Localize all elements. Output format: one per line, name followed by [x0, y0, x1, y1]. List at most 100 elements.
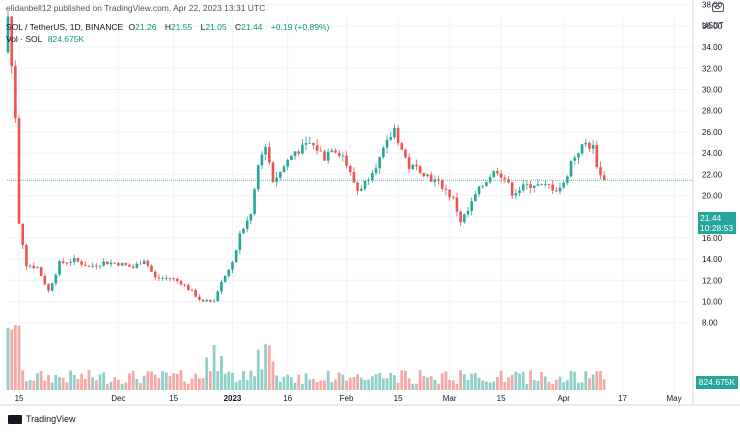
candle-body	[529, 184, 532, 189]
volume-bar	[39, 371, 43, 390]
candle-body	[256, 165, 260, 190]
candle-body	[518, 190, 521, 194]
candle-body	[183, 284, 186, 286]
candle-body	[106, 261, 109, 265]
candle-body	[194, 290, 197, 297]
candle-body	[374, 168, 378, 173]
candle-body	[359, 188, 363, 191]
candle-body	[459, 211, 462, 223]
candle-body	[477, 186, 481, 195]
candle-body	[216, 291, 220, 302]
volume-bar	[503, 381, 507, 390]
volume-bar	[43, 380, 47, 390]
volume-badge: 824.675K	[696, 376, 738, 389]
volume-bar	[404, 370, 407, 390]
candle-body	[488, 177, 492, 183]
candle-body	[536, 184, 540, 186]
volume-bar	[61, 377, 65, 390]
volume-bar	[65, 382, 69, 390]
volume-bar	[256, 349, 260, 390]
candle-body	[220, 281, 223, 292]
candle-body	[164, 277, 168, 279]
volume-bar	[341, 374, 345, 390]
close-value: 21.44	[241, 22, 263, 32]
volume-bar	[113, 377, 117, 390]
volume-bar	[249, 370, 253, 390]
candle-body	[253, 189, 256, 215]
volume-bar	[359, 377, 363, 390]
camera-icon[interactable]	[712, 3, 724, 12]
volume-bar	[374, 374, 378, 390]
candle-body	[242, 228, 245, 234]
candle-body	[139, 263, 142, 265]
volume-bar	[212, 344, 216, 390]
candle-body	[135, 263, 139, 268]
volume-bar	[485, 381, 488, 390]
volume-label: Vol · SOL	[6, 34, 43, 44]
volume-bar	[588, 378, 591, 390]
candle-body	[260, 154, 264, 166]
volume-bar	[28, 380, 32, 390]
time-tick-label: Apr	[557, 394, 570, 403]
candle-body	[396, 128, 400, 144]
price-tick-label: 14.00	[702, 255, 723, 264]
candle-body	[179, 280, 183, 285]
volume-bar	[36, 373, 39, 390]
candle-body	[591, 145, 595, 149]
candle-body	[58, 261, 61, 275]
time-tick-label: Feb	[340, 394, 354, 403]
price-unit: USDT	[702, 21, 724, 30]
candle-body	[231, 262, 234, 270]
candle-body	[297, 151, 301, 154]
candle-body	[341, 155, 345, 157]
candle-body	[69, 262, 72, 263]
candle-body	[492, 171, 496, 178]
time-tick-label: 15	[497, 394, 506, 403]
volume-bar	[363, 380, 367, 390]
footer-brand[interactable]: TradingView	[8, 414, 76, 424]
volume-bar	[577, 382, 580, 390]
candle-body	[61, 261, 65, 263]
candle-body	[510, 182, 514, 196]
volume-bar	[117, 379, 120, 390]
candle-body	[301, 144, 304, 154]
candle-body	[153, 271, 157, 278]
volume-bar	[477, 377, 481, 390]
volume-bar	[264, 344, 267, 390]
candle-body	[168, 277, 172, 279]
volume-bar	[278, 381, 282, 390]
volume-bar	[179, 370, 183, 390]
candle-body	[267, 146, 271, 163]
candle-body	[521, 184, 525, 191]
candle-body	[205, 300, 209, 302]
volume-bar	[308, 379, 312, 390]
candle-body	[124, 262, 128, 265]
volume-bar	[510, 374, 514, 390]
candle-body	[599, 167, 602, 176]
brand-name: TradingView	[26, 414, 76, 424]
price-tick-label: 20.00	[702, 192, 723, 201]
volume-bar	[411, 383, 415, 390]
time-tick-label: 15	[15, 394, 24, 403]
time-tick-label: May	[667, 394, 682, 403]
candle-body	[113, 262, 117, 264]
candle-body	[109, 262, 113, 265]
volume-bar	[352, 377, 356, 390]
candle-body	[209, 300, 212, 302]
candle-body	[190, 290, 194, 291]
volume-bar	[205, 357, 209, 390]
volume-bar	[532, 380, 536, 390]
countdown-timer: 10:28:53	[700, 223, 734, 233]
candle-body	[25, 245, 28, 267]
symbol-label[interactable]: SOL / TetherUS, 1D, BINANCE	[6, 22, 124, 32]
volume-bar	[209, 371, 212, 390]
candle-body	[426, 174, 429, 177]
candle-body	[286, 159, 289, 167]
volume-bar	[83, 378, 87, 390]
high-label: H	[164, 22, 171, 32]
volume-bar	[345, 380, 348, 390]
candle-body	[503, 177, 507, 180]
candle-body	[433, 179, 437, 182]
candle-body	[161, 278, 164, 279]
